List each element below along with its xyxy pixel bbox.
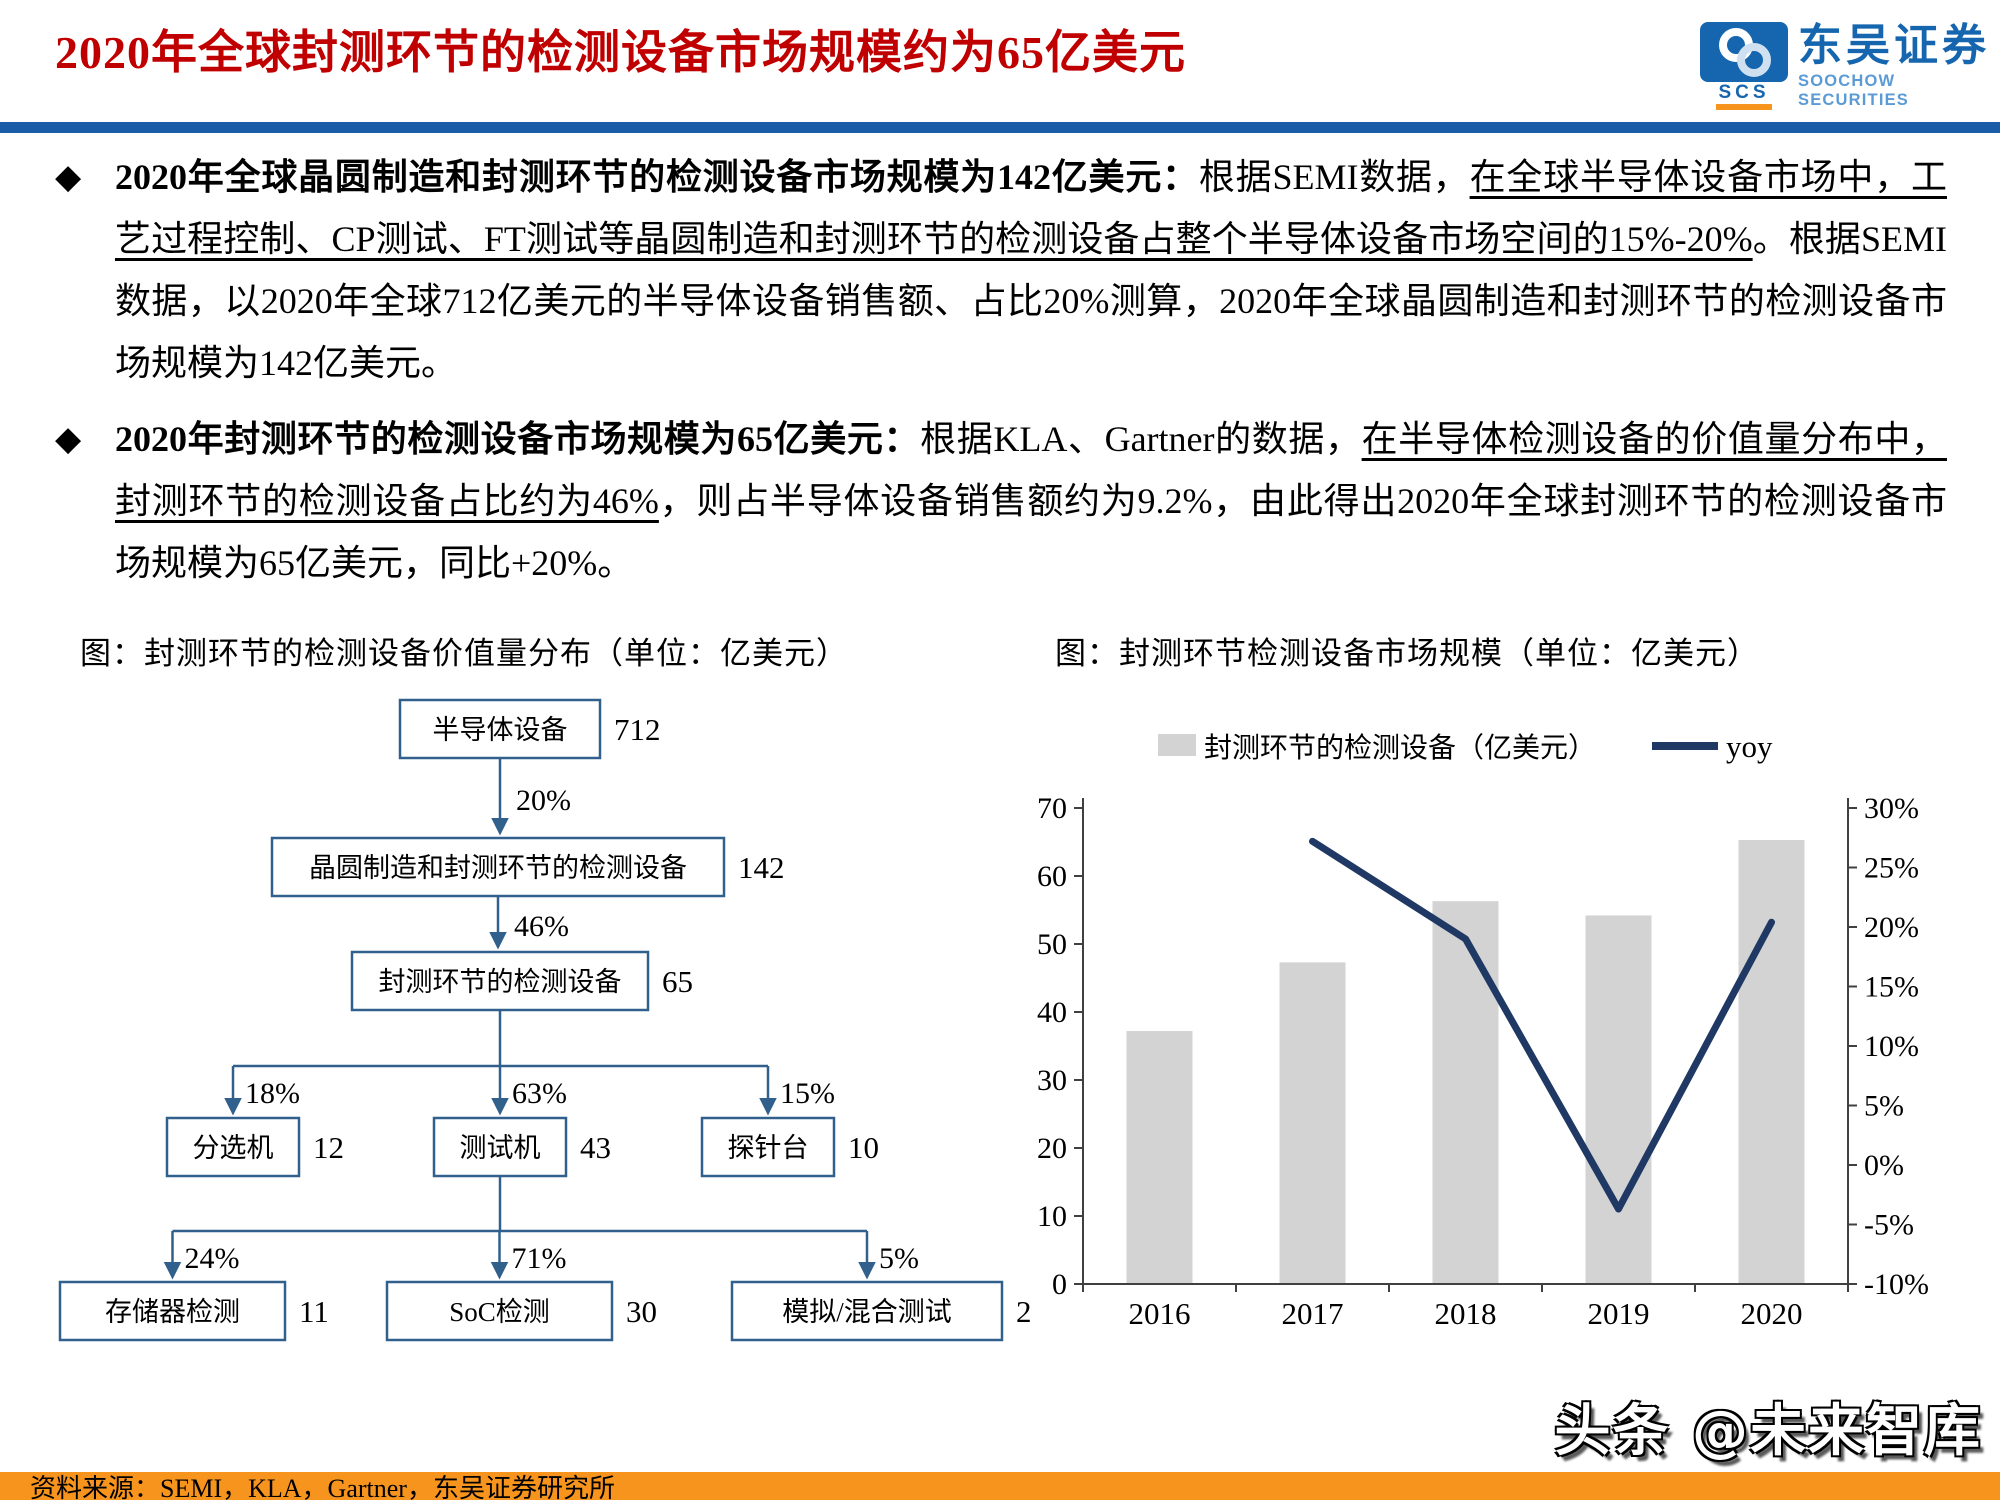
right-axis-tick-label: 25% — [1864, 852, 1919, 885]
flow-node-value: 2 — [1016, 1294, 1032, 1329]
bullet-paragraph-2: ◆ 2020年封测环节的检测设备市场规模为65亿美元：根据KLA、Gartner… — [55, 408, 1947, 594]
flow-percent-label: 24% — [185, 1242, 240, 1275]
x-axis-category-label: 2018 — [1435, 1296, 1497, 1331]
flow-node-box — [58, 1280, 287, 1342]
flow-node-box — [270, 836, 726, 898]
flow-node-box — [385, 1280, 614, 1342]
right-axis-tick-label: -10% — [1864, 1268, 1929, 1301]
flow-percent-label: 15% — [780, 1077, 835, 1110]
flow-node-label: 模拟/混合测试 — [782, 1297, 952, 1327]
bar-2018 — [1432, 901, 1499, 1284]
flow-node-label: 晶圆制造和封测环节的检测设备 — [309, 853, 687, 883]
right-axis-tick-label: 5% — [1864, 1090, 1904, 1123]
left-axis-tick-label: 30 — [1037, 1064, 1067, 1097]
x-axis-category-label: 2020 — [1741, 1296, 1803, 1331]
watermark: 头条 @未来智库 — [1554, 1399, 1982, 1464]
market-size-chart: 封测环节的检测设备（亿美元） yoy 70 60 50 40 30 20 10 0 30% 25% 20… — [1037, 729, 1929, 1331]
source-text: 资料来源：SEMI，KLA，Gartner，东吴证券研究所 — [30, 1473, 615, 1500]
bullet-text-segment: ，则占半导体设备销售额约为9.2%，由此得出2020年全球封测环节的检测设备市场… — [115, 481, 1947, 583]
bullet-paragraph-1: ◆ 2020年全球晶圆制造和封测环节的检测设备市场规模为142亿美元：根据SEM… — [55, 146, 1947, 394]
diamond-bullet-icon: ◆ — [55, 419, 82, 459]
flow-node-value: 11 — [299, 1294, 329, 1329]
flow-percent-label: 71% — [512, 1242, 567, 1275]
value-distribution-flowchart: 20% 46% 18% 63% 15% 24% 71% 5% 半导体设备 712 晶圆制造和封测环节… — [58, 698, 1032, 1342]
logo-scs-text: SCS — [1716, 82, 1772, 110]
legend-bar-swatch — [1158, 734, 1196, 756]
left-axis-tick-label: 40 — [1037, 996, 1067, 1029]
flow-node-label: 探针台 — [728, 1133, 809, 1163]
flow-node-label: 测试机 — [460, 1133, 541, 1163]
bullet-text-segment: 在半导体检测设备的价值量分布中，封测环节的检测设备占比约为46% — [115, 419, 1947, 521]
right-axis-tick-label: 10% — [1864, 1030, 1919, 1063]
flow-percent-label: 20% — [516, 784, 571, 817]
diamond-bullet-icon: ◆ — [55, 157, 82, 197]
left-axis-tick-label: 0 — [1052, 1268, 1067, 1301]
left-axis-tick-label: 70 — [1037, 792, 1067, 825]
left-axis-tick-label: 10 — [1037, 1200, 1067, 1233]
flow-node-value: 142 — [738, 850, 785, 885]
company-logo: SCS 东吴证券 SOOCHOW SECURITIES — [1700, 22, 2000, 110]
bullet-text-segment: 根据SEMI数据， — [1198, 157, 1470, 197]
right-figure-title: 图：封测环节检测设备市场规模（单位：亿美元） — [1055, 636, 1759, 671]
logo-cn-text: 东吴证券 — [1798, 21, 1990, 70]
right-axis-tick-label: 30% — [1864, 792, 1919, 825]
source-bar: 资料来源：SEMI，KLA，Gartner，东吴证券研究所 — [0, 1472, 2000, 1500]
bullet-text-2: 2020年封测环节的检测设备市场规模为65亿美元：根据KLA、Gartner的数… — [115, 408, 1947, 594]
legend-line-label: yoy — [1726, 729, 1773, 764]
flow-percent-label: 5% — [879, 1242, 919, 1275]
left-axis-tick-label: 60 — [1037, 860, 1067, 893]
header-divider — [0, 122, 2000, 133]
flow-node-box — [730, 1280, 1004, 1342]
flow-percent-label: 63% — [512, 1077, 567, 1110]
legend-bar-label: 封测环节的检测设备（亿美元） — [1204, 732, 1596, 764]
flow-node-label: 半导体设备 — [433, 715, 568, 745]
logo-mark: SCS — [1700, 22, 1788, 110]
flow-node-value: 10 — [848, 1130, 879, 1165]
flow-node-value: 712 — [614, 712, 661, 747]
bullet-text-segment: 2020年封测环节的检测设备市场规模为65亿美元： — [115, 419, 921, 459]
flow-node-value: 30 — [626, 1294, 657, 1329]
right-axis-tick-label: -5% — [1864, 1209, 1914, 1242]
flow-node-label: 封测环节的检测设备 — [379, 967, 622, 997]
x-axis-category-label: 2016 — [1129, 1296, 1191, 1331]
flow-node-box — [398, 698, 602, 760]
yoy-line — [1309, 837, 1775, 1213]
left-axis-tick-label: 50 — [1037, 928, 1067, 961]
bar-2020 — [1738, 839, 1805, 1284]
logo-en-text: SOOCHOW SECURITIES — [1798, 72, 1910, 109]
bar-2017 — [1279, 962, 1346, 1284]
soochow-logo-icon — [1700, 22, 1788, 82]
bullet-list: ◆ 2020年全球晶圆制造和封测环节的检测设备市场规模为142亿美元：根据SEM… — [55, 146, 1947, 608]
left-axis-tick-label: 20 — [1037, 1132, 1067, 1165]
right-axis-tick-label: 15% — [1864, 971, 1919, 1004]
flow-percent-label: 46% — [514, 910, 569, 943]
right-axis-tick-label: 20% — [1864, 911, 1919, 944]
right-axis-tick-label: 0% — [1864, 1149, 1904, 1182]
bullet-text-segment: 。根据SEMI数据，以2020年全球712亿美元的半导体设备销售额、占比20%测… — [115, 219, 1948, 383]
x-axis-category-label: 2017 — [1282, 1296, 1344, 1331]
bullet-text-segment: 在全球半导体设备市场中，工艺过程控制、CP测试、FT测试等晶圆制造和封测环节的检… — [115, 157, 1947, 259]
bar-2016 — [1126, 1031, 1193, 1284]
logo-text: 东吴证券 SOOCHOW SECURITIES — [1798, 22, 2000, 110]
flow-node-box — [350, 950, 650, 1012]
bullet-text-segment: 根据KLA、Gartner的数据， — [920, 419, 1362, 459]
bullet-text-segment: 2020年全球晶圆制造和封测环节的检测设备市场规模为142亿美元： — [115, 157, 1199, 197]
page-title: 2020年全球封测环节的检测设备市场规模约为65亿美元 — [55, 27, 1186, 78]
x-axis-category-label: 2019 — [1588, 1296, 1650, 1331]
flow-node-box — [165, 1116, 301, 1178]
flow-node-label: 存储器检测 — [105, 1297, 240, 1327]
flow-node-value: 12 — [313, 1130, 344, 1165]
flow-node-value: 43 — [580, 1130, 611, 1165]
flow-node-label: 分选机 — [193, 1133, 274, 1163]
flow-node-box — [432, 1116, 568, 1178]
left-figure-title: 图：封测环节的检测设备价值量分布（单位：亿美元） — [80, 636, 848, 671]
bar-2019 — [1585, 915, 1652, 1284]
flow-node-box — [700, 1116, 836, 1178]
bullet-text-1: 2020年全球晶圆制造和封测环节的检测设备市场规模为142亿美元：根据SEMI数… — [115, 146, 1947, 394]
flow-node-value: 65 — [662, 964, 693, 999]
flow-node-label: SoC检测 — [449, 1297, 550, 1327]
flow-percent-label: 18% — [245, 1077, 300, 1110]
